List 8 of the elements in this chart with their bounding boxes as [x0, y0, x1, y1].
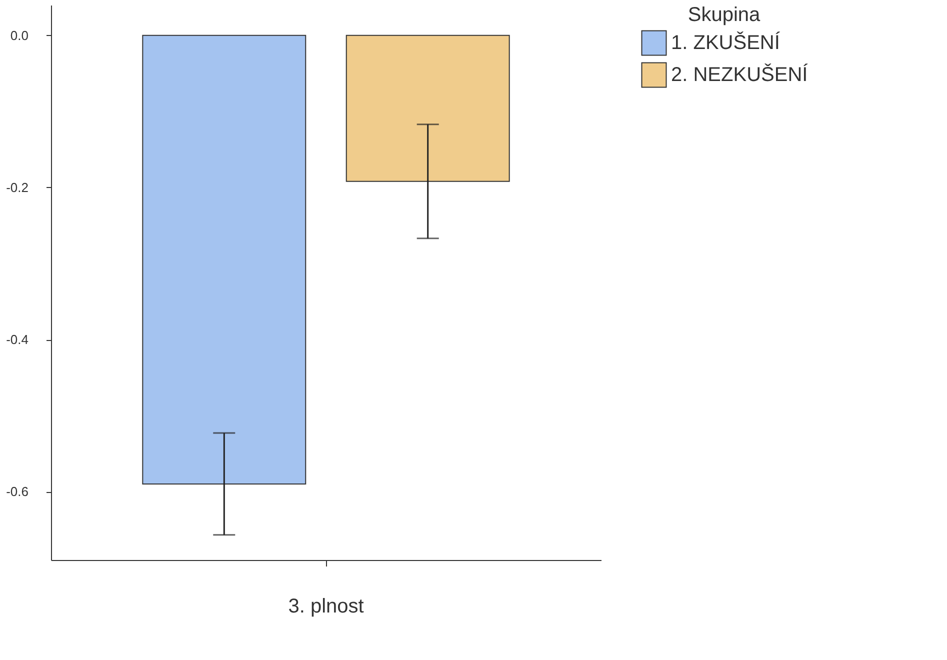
- y-tick-label: 0.0: [10, 28, 28, 43]
- x-tick-label: 3. plnost: [288, 596, 364, 618]
- legend-title: Skupina: [688, 4, 762, 26]
- y-tick-label: -0.4: [6, 332, 28, 348]
- legend-label: 1. ZKUŠENÍ: [671, 31, 780, 54]
- y-tick-label: -0.6: [6, 484, 28, 500]
- y-tick-label: -0.2: [6, 180, 28, 195]
- legend-label: 2. NEZKUŠENÍ: [671, 63, 808, 86]
